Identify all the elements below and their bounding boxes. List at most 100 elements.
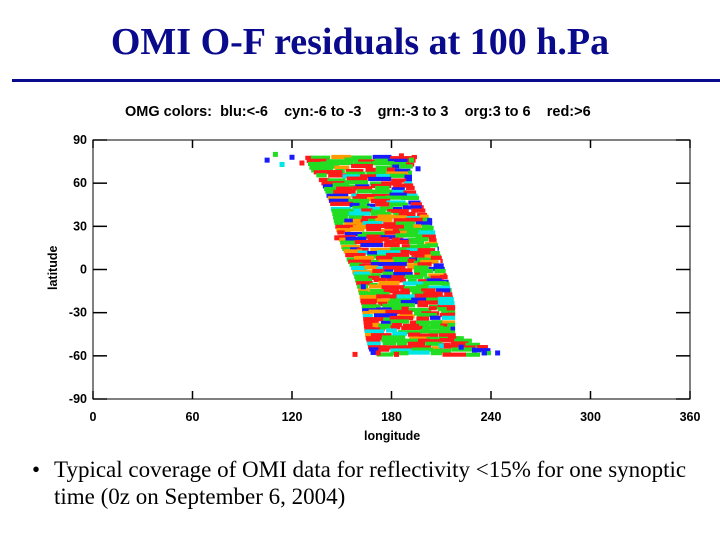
residual-patch-grn <box>413 265 429 270</box>
residual-patch-grn <box>411 291 426 296</box>
residual-patch-org <box>386 171 409 176</box>
residual-patch-red <box>336 186 353 191</box>
residual-patch-grn <box>408 170 412 175</box>
residual-patch-red <box>447 312 456 317</box>
residual-patch-red <box>391 237 404 242</box>
residual-patch-blu <box>380 274 393 280</box>
residual-patch-blu <box>387 158 411 163</box>
residual-patch-grn <box>361 304 381 309</box>
residual-patch-cyn <box>408 350 430 355</box>
residual-patch-red <box>386 167 396 172</box>
residual-patch-grn <box>352 205 371 211</box>
residual-patch-red <box>392 322 402 328</box>
residual-patch-red <box>429 238 437 243</box>
residual-patch-grn <box>309 165 318 170</box>
residual-point-blu <box>495 350 501 356</box>
residual-patch-red <box>335 224 357 229</box>
residual-patch-red <box>365 167 376 172</box>
residual-patch-red <box>364 327 385 332</box>
y-tick-label: 90 <box>73 133 87 147</box>
residual-patch-red <box>392 290 410 295</box>
residual-patch-grn <box>382 341 397 346</box>
residual-patch-cyn <box>362 221 383 226</box>
x-tick-label: 60 <box>186 410 200 424</box>
tick-layer: 0 60 120 180 240 300 360 -90 -60 -30 0 30 60 90 <box>69 133 701 424</box>
residual-patch-red <box>403 190 417 195</box>
residual-patch-grn <box>396 342 408 347</box>
residual-patch-red <box>476 345 488 350</box>
residual-patch-red <box>345 168 364 174</box>
residual-patch-red <box>440 323 449 328</box>
residual-patch-red <box>411 208 426 213</box>
residual-patch-grn <box>315 164 340 169</box>
residual-patch-grn <box>422 325 444 330</box>
residual-point-grn <box>272 151 278 157</box>
residual-patch-org <box>354 255 375 261</box>
residual-patch-cyn <box>386 328 397 333</box>
residual-patch-org <box>339 237 348 242</box>
residual-patch-blu <box>450 326 456 331</box>
residual-patch-grn <box>399 164 413 169</box>
residual-patch-grn <box>380 206 394 211</box>
residual-patch-blu <box>400 300 420 305</box>
residual-patch-grn <box>340 240 357 245</box>
residual-patch-grn <box>385 195 407 200</box>
residual-patch-red <box>381 181 402 186</box>
residual-patch-org <box>424 254 433 259</box>
residual-patch-grn <box>353 161 372 166</box>
residual-patch-grn <box>426 243 439 248</box>
residual-patch-cyn <box>364 329 385 334</box>
residual-patch-red <box>393 218 410 223</box>
residual-patch-red <box>351 163 373 169</box>
x-axis-label: longitude <box>364 429 420 443</box>
y-axis-label: latitude <box>46 246 60 290</box>
residual-patch-red <box>390 325 401 330</box>
residual-patch-grn <box>374 158 392 163</box>
residual-patch-cyn <box>392 189 406 195</box>
residual-patch-cyn <box>348 211 371 216</box>
residual-patch-grn <box>441 310 456 315</box>
residual-patch-grn <box>450 288 452 293</box>
residual-patch-grn <box>432 348 452 354</box>
residual-patch-red <box>421 288 436 293</box>
residual-patch-grn <box>393 258 413 264</box>
residual-patch-grn <box>390 319 410 324</box>
residual-patch-grn <box>408 240 425 245</box>
residual-point-blu <box>471 347 477 353</box>
residual-patch-blu <box>437 246 439 251</box>
residual-patch-red <box>403 345 425 350</box>
residual-patch-red <box>373 277 387 282</box>
residual-patch-red <box>369 240 383 245</box>
residual-patch-grn <box>456 336 464 341</box>
residual-patch-grn <box>419 272 428 277</box>
residual-patch-grn <box>348 215 365 220</box>
residual-patch-grn <box>359 202 370 207</box>
residual-patch-red <box>370 333 392 338</box>
residual-patch-blu <box>384 269 394 274</box>
residual-patch-org <box>419 214 429 219</box>
residual-patch-red <box>450 341 469 346</box>
residual-patch-org <box>331 154 352 160</box>
residual-patch-red <box>417 338 430 343</box>
residual-patch-blu <box>326 193 349 198</box>
x-tick-label: 120 <box>282 410 303 424</box>
residual-patch-blu <box>349 202 361 208</box>
residual-patch-red <box>439 312 449 318</box>
residual-patch-grn <box>439 326 452 331</box>
residual-patch-org <box>378 259 395 264</box>
residual-patch-grn <box>389 173 407 178</box>
residual-patch-red <box>376 255 395 261</box>
residual-patch-blu <box>389 262 407 267</box>
residual-patch-blu <box>372 154 392 160</box>
residual-patch-org <box>378 280 400 286</box>
residual-patch-red <box>416 316 430 321</box>
residual-patch-grn <box>430 350 443 356</box>
residual-patch-grn <box>371 259 380 264</box>
residual-patch-blu <box>393 272 413 277</box>
residual-patch-org <box>352 225 371 230</box>
residual-point-blu <box>415 166 421 172</box>
residual-patch-blu <box>411 297 429 302</box>
residual-patch-grn <box>437 307 449 312</box>
residual-patch-red <box>363 317 386 322</box>
y-tick-label: -30 <box>69 306 87 320</box>
